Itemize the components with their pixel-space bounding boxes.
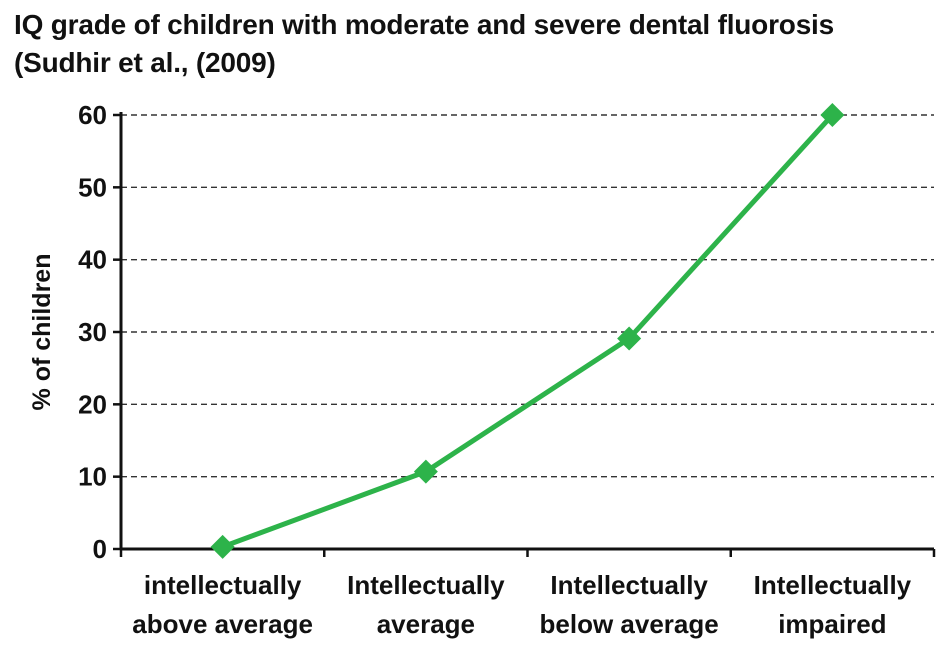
y-tick-label: 10 [78, 462, 107, 492]
chart-title-line-2: (Sudhir et al., (2009) [14, 47, 276, 78]
x-tick-label: Intellectually [347, 570, 505, 600]
series-line [221, 113, 835, 550]
y-axis-label: % of children [28, 254, 56, 411]
x-tick-label: intellectually [144, 570, 302, 600]
x-tick-label: above average [132, 609, 313, 639]
gridlines [121, 114, 934, 478]
chart-title-line-1: IQ grade of children with moderate and s… [14, 9, 835, 40]
axes [113, 112, 936, 557]
y-tick-label: 50 [78, 172, 107, 202]
x-tick-label: Intellectually [550, 570, 708, 600]
x-tick-label: impaired [778, 609, 886, 639]
data-point-diamond [617, 326, 642, 351]
series-layer [210, 103, 845, 559]
y-tick-label: 20 [78, 389, 107, 419]
y-tick-label: 40 [78, 245, 107, 275]
x-tick-label: below average [540, 609, 719, 639]
x-tick-label: Intellectually [754, 570, 912, 600]
y-tick-label: 60 [78, 100, 107, 130]
data-point-diamond [210, 534, 235, 559]
chart-title: IQ grade of children with moderate and s… [14, 6, 934, 82]
y-tick-label: 0 [93, 534, 107, 564]
y-tick-labels: 0 10 20 30 40 50 60 [78, 100, 107, 564]
x-tick-labels: intellectually above average Intellectuall… [132, 570, 911, 639]
x-tick-label: average [377, 609, 475, 639]
data-point-diamond [413, 459, 438, 484]
data-point-diamond [820, 103, 845, 127]
y-tick-label: 30 [78, 317, 107, 347]
